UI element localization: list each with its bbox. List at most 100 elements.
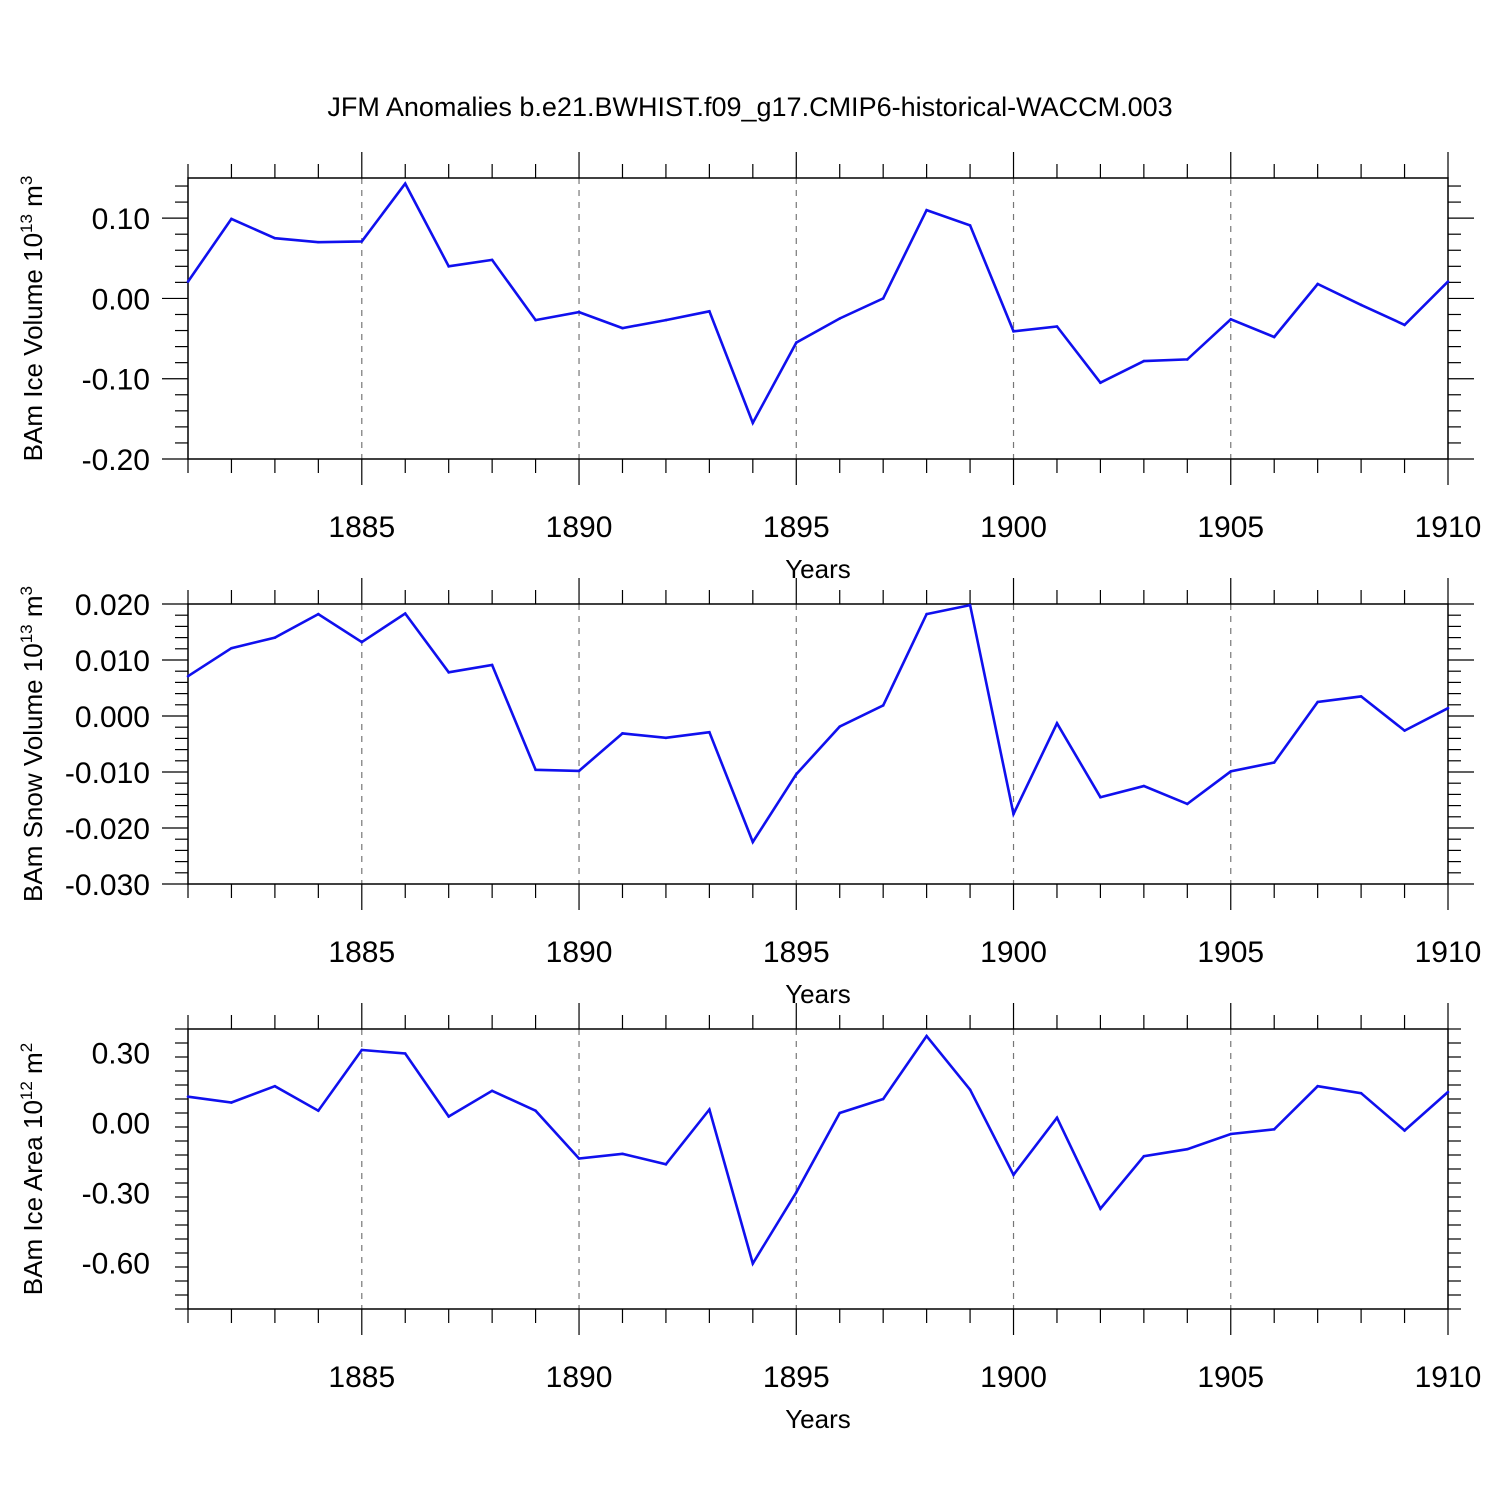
data-point — [273, 236, 277, 240]
data-point — [403, 612, 407, 615]
y-tick-label: -0.010 — [65, 757, 150, 790]
x-tick-label: 1895 — [763, 511, 830, 544]
data-point — [273, 636, 277, 639]
data-point — [490, 1089, 494, 1093]
x-axis-label: Years — [785, 979, 851, 1009]
data-point — [1012, 1173, 1015, 1177]
data-point — [968, 224, 972, 227]
data-point — [838, 725, 842, 728]
data-line — [187, 603, 1449, 845]
y-tick-label: 0.010 — [75, 645, 150, 678]
data-point — [317, 1109, 320, 1112]
x-tick-label: 1910 — [1415, 936, 1482, 969]
data-point — [794, 1191, 798, 1194]
data-point — [577, 310, 581, 314]
data-point — [490, 258, 494, 262]
data-point — [794, 772, 798, 776]
data-point — [447, 671, 450, 674]
data-point — [230, 1101, 233, 1104]
data-point — [403, 1052, 407, 1055]
data-point — [186, 674, 190, 678]
x-tick-label: 1895 — [763, 1361, 830, 1394]
data-point — [1229, 770, 1233, 773]
data-point — [1359, 303, 1363, 307]
x-tick-label: 1885 — [328, 936, 395, 969]
x-tick-label: 1900 — [980, 936, 1047, 969]
data-point — [230, 646, 233, 650]
data-point — [1012, 812, 1015, 816]
y-tick-label: 0.020 — [75, 589, 150, 622]
data-point — [1403, 323, 1406, 327]
plot-frame — [187, 603, 1449, 885]
data-point — [1055, 325, 1059, 328]
x-tick-label: 1905 — [1197, 511, 1264, 544]
data-line — [187, 1033, 1449, 1267]
data-point — [881, 1097, 885, 1101]
data-point — [403, 182, 407, 185]
x-axis-label: Years — [785, 554, 851, 584]
data-point — [1055, 1116, 1059, 1119]
x-tick-label: 1890 — [546, 936, 613, 969]
x-tick-label: 1895 — [763, 936, 830, 969]
data-point — [577, 1157, 581, 1160]
data-point — [708, 730, 711, 734]
data-point — [534, 768, 537, 772]
x-tick-label: 1910 — [1415, 1361, 1482, 1394]
y-tick-label: 0.10 — [92, 203, 150, 236]
data-point — [1142, 359, 1146, 363]
x-tick-label: 1905 — [1197, 1361, 1264, 1394]
data-point — [925, 1034, 928, 1038]
plot-frame — [187, 177, 1449, 460]
y-tick-label: 0.00 — [92, 1107, 150, 1140]
data-point — [968, 1088, 972, 1091]
x-tick-label: 1890 — [546, 511, 613, 544]
y-tick-label: -0.20 — [82, 444, 150, 477]
data-point — [1403, 729, 1406, 732]
data-point — [1272, 761, 1276, 764]
data-point — [751, 421, 755, 425]
data-line — [186, 181, 1449, 426]
data-point — [360, 240, 364, 243]
data-point — [751, 1262, 755, 1265]
data-point — [1055, 721, 1059, 725]
data-point — [881, 704, 885, 707]
x-tick-label: 1905 — [1197, 936, 1264, 969]
data-point — [1099, 795, 1102, 799]
data-point — [925, 208, 928, 212]
y-tick-label: -0.030 — [65, 869, 150, 902]
data-point — [1446, 280, 1450, 283]
data-point — [360, 1048, 364, 1052]
panel-2: -0.030 -0.020 -0.010 0.000 0.010 0.020 1885 189… — [17, 578, 1481, 1009]
data-point — [1229, 1132, 1233, 1136]
data-point — [1186, 1147, 1189, 1151]
data-point — [577, 769, 581, 773]
data-point — [273, 1084, 277, 1088]
y-tick-label: 0.30 — [92, 1037, 150, 1070]
x-tick-label: 1900 — [980, 1361, 1047, 1394]
x-tick-label: 1885 — [328, 511, 395, 544]
data-point — [881, 297, 885, 300]
data-point — [1186, 802, 1189, 806]
data-point — [838, 1111, 842, 1115]
data-point — [664, 736, 668, 740]
data-point — [1099, 1207, 1102, 1210]
data-point — [490, 663, 494, 667]
data-point — [925, 612, 928, 616]
y-tick-label: 0.000 — [75, 701, 150, 734]
x-tick-label: 1910 — [1415, 511, 1482, 544]
y-tick-label: -0.020 — [65, 813, 150, 846]
panel-1: -0.20 -0.10 0.00 0.10 1885 1890 1895 1900 1905 19… — [17, 152, 1481, 584]
data-point — [1186, 358, 1189, 361]
data-point — [1142, 784, 1146, 788]
chart-title: JFM Anomalies b.e21.BWHIST.f09_g17.CMIP6… — [327, 92, 1172, 122]
data-point — [664, 318, 668, 322]
data-point — [1316, 282, 1319, 286]
data-point — [621, 326, 624, 330]
data-point — [621, 1152, 624, 1156]
data-point — [751, 840, 755, 844]
data-point — [621, 732, 624, 735]
x-axis-label: Years — [785, 1404, 851, 1434]
y-tick-label: -0.60 — [82, 1247, 150, 1280]
data-point — [1316, 1084, 1319, 1088]
data-point — [664, 1163, 668, 1166]
